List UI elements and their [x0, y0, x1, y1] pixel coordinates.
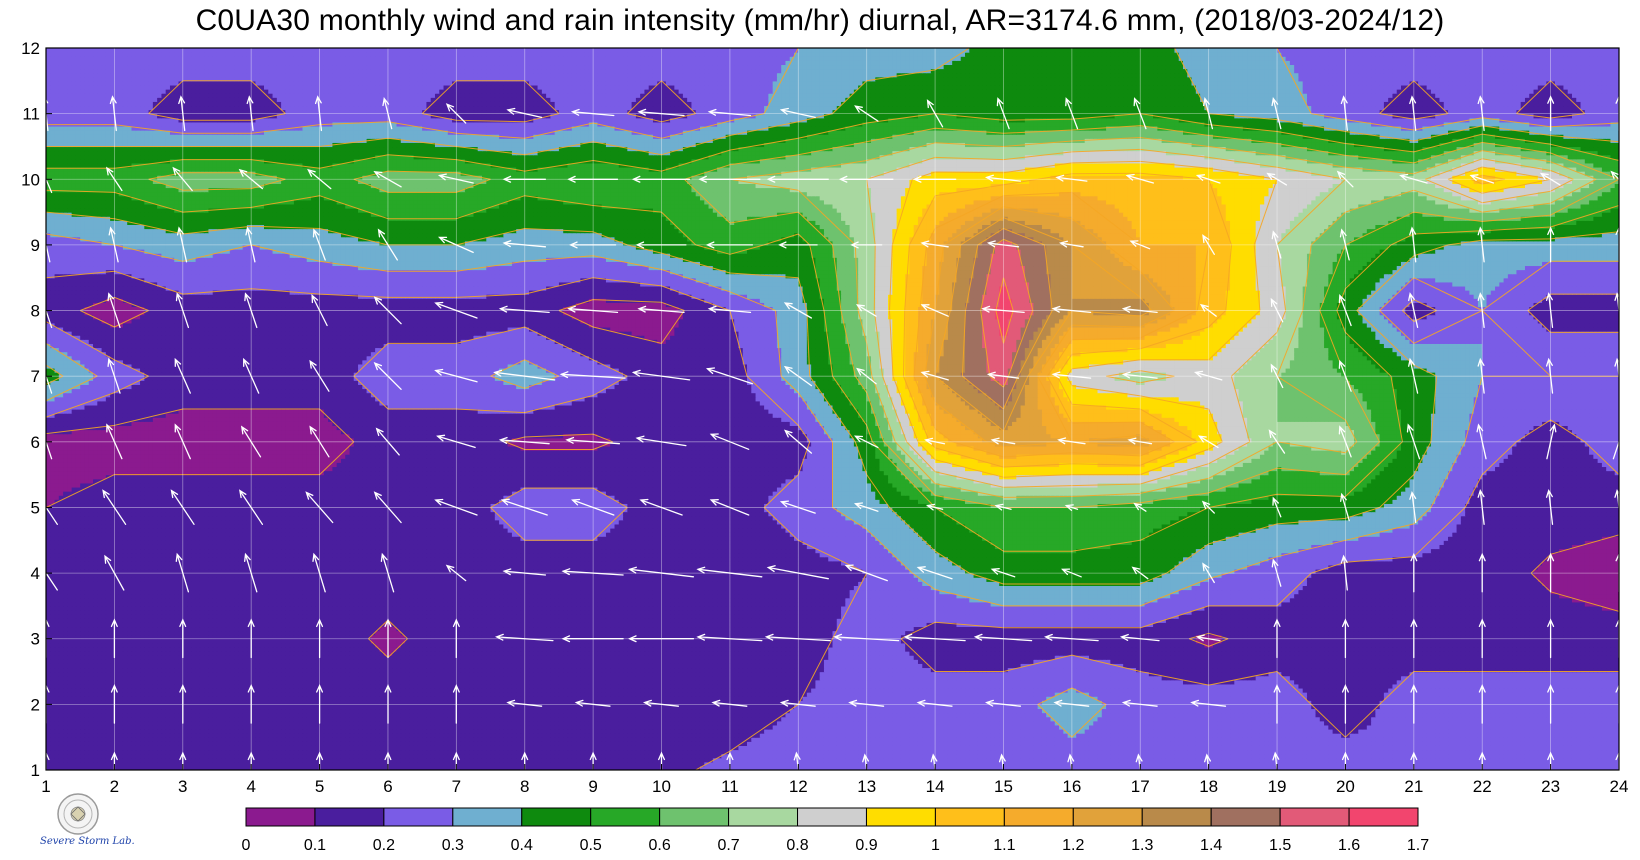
colorbar-label-16: 1.6 [1338, 837, 1360, 854]
severe-storm-lab-label: Severe Storm Lab. [40, 836, 135, 847]
colorbar-swatch-6 [660, 808, 729, 826]
x-tick-label-16: 16 [1062, 777, 1081, 796]
x-tick-label-15: 15 [994, 777, 1013, 796]
y-tick-label-4: 4 [31, 564, 40, 583]
y-tick-label-10: 10 [21, 170, 40, 189]
x-tick-label-17: 17 [1131, 777, 1150, 796]
colorbar-swatch-3 [453, 808, 522, 826]
colorbar-label-0: 0 [242, 837, 251, 854]
colorbar-swatch-4 [522, 808, 591, 826]
x-tick-label-8: 8 [520, 777, 529, 796]
y-tick-label-6: 6 [31, 433, 40, 452]
y-tick-label-1: 1 [31, 761, 40, 780]
colorbar-swatch-8 [798, 808, 867, 826]
colorbar-label-13: 1.3 [1131, 837, 1153, 854]
colorbar-label-7: 0.7 [717, 837, 739, 854]
colorbar-swatch-10 [935, 808, 1004, 826]
x-tick-label-24: 24 [1610, 777, 1629, 796]
colorbar-swatch-15 [1280, 808, 1349, 826]
colorbar-label-6: 0.6 [649, 837, 671, 854]
y-tick-label-9: 9 [31, 236, 40, 255]
colorbar-swatch-16 [1349, 808, 1418, 826]
x-tick-label-13: 13 [857, 777, 876, 796]
colorbar-label-3: 0.3 [442, 837, 464, 854]
x-tick-label-6: 6 [383, 777, 392, 796]
colorbar-label-14: 1.4 [1200, 837, 1222, 854]
x-tick-label-5: 5 [315, 777, 324, 796]
colorbar-swatch-12 [1073, 808, 1142, 826]
colorbar-label-9: 0.9 [855, 837, 877, 854]
x-tick-label-19: 19 [1268, 777, 1287, 796]
colorbar-label-17: 1.7 [1407, 837, 1429, 854]
y-tick-label-3: 3 [31, 630, 40, 649]
x-tick-label-3: 3 [178, 777, 187, 796]
colorbar-label-15: 1.5 [1269, 837, 1291, 854]
colorbar-swatch-1 [315, 808, 384, 826]
colorbar-swatch-7 [729, 808, 798, 826]
y-tick-label-8: 8 [31, 302, 40, 321]
x-tick-label-12: 12 [789, 777, 808, 796]
y-tick-label-7: 7 [31, 367, 40, 386]
x-tick-label-7: 7 [452, 777, 461, 796]
colorbar-swatch-14 [1211, 808, 1280, 826]
x-tick-label-11: 11 [721, 777, 739, 796]
x-tick-label-21: 21 [1404, 777, 1423, 796]
colorbar-swatch-9 [866, 808, 935, 826]
rain-intensity-contours [46, 48, 1620, 771]
colorbar-label-10: 1 [931, 837, 940, 854]
colorbar-label-2: 0.2 [373, 837, 395, 854]
x-tick-label-20: 20 [1336, 777, 1355, 796]
colorbar-swatch-11 [1004, 808, 1073, 826]
colorbar: 0 0.1 0.2 0.3 0.4 0.5 0.6 0.7 0.8 0.9 1 1.1 1.2 1.3 1.… [242, 808, 1430, 854]
colorbar-swatch-0 [246, 808, 315, 826]
colorbar-swatch-13 [1142, 808, 1211, 826]
colorbar-swatch-5 [591, 808, 660, 826]
x-tick-label-22: 22 [1473, 777, 1492, 796]
x-tick-label-23: 23 [1541, 777, 1560, 796]
colorbar-swatch-2 [384, 808, 453, 826]
x-tick-label-14: 14 [926, 777, 945, 796]
x-tick-label-4: 4 [246, 777, 255, 796]
y-tick-label-11: 11 [22, 105, 40, 124]
x-tick-label-10: 10 [652, 777, 671, 796]
colorbar-label-11: 1.1 [993, 837, 1015, 854]
colorbar-label-4: 0.4 [511, 837, 533, 854]
x-tick-label-18: 18 [1199, 777, 1218, 796]
colorbar-label-8: 0.8 [786, 837, 808, 854]
y-tick-label-2: 2 [31, 695, 40, 714]
y-tick-label-5: 5 [31, 498, 40, 517]
colorbar-label-1: 0.1 [304, 837, 326, 854]
colorbar-label-12: 1.2 [1062, 837, 1084, 854]
x-tick-label-9: 9 [588, 777, 597, 796]
colorbar-label-5: 0.5 [580, 837, 602, 854]
y-tick-label-12: 12 [21, 39, 40, 58]
